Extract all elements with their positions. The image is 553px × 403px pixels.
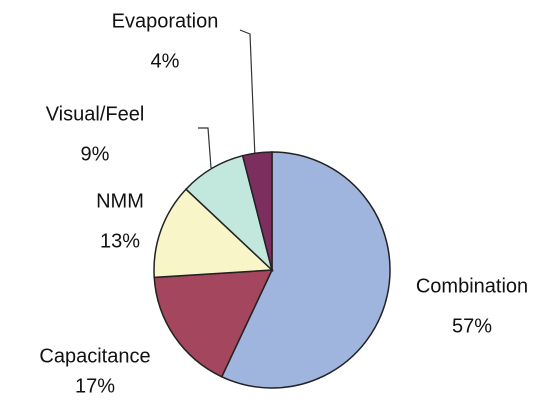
slice-label: Evaporation <box>112 10 219 32</box>
slice-value-label: 57% <box>452 315 492 337</box>
leader-line <box>198 127 212 169</box>
slice-label: Visual/Feel <box>46 103 145 125</box>
pie-slice <box>153 188 274 279</box>
slice-label: NMM <box>96 190 144 212</box>
slice-value-label: 4% <box>151 50 180 72</box>
slice-value-label: 13% <box>100 230 140 252</box>
pie-slice <box>220 151 391 389</box>
slice-label: Combination <box>416 275 528 297</box>
pie-slice <box>153 269 274 378</box>
slice-value-label: 9% <box>81 143 110 165</box>
pie-slice <box>241 151 273 271</box>
slice-value-label: 17% <box>75 375 115 397</box>
slice-label: Capacitance <box>39 345 150 367</box>
leader-line <box>239 29 256 159</box>
